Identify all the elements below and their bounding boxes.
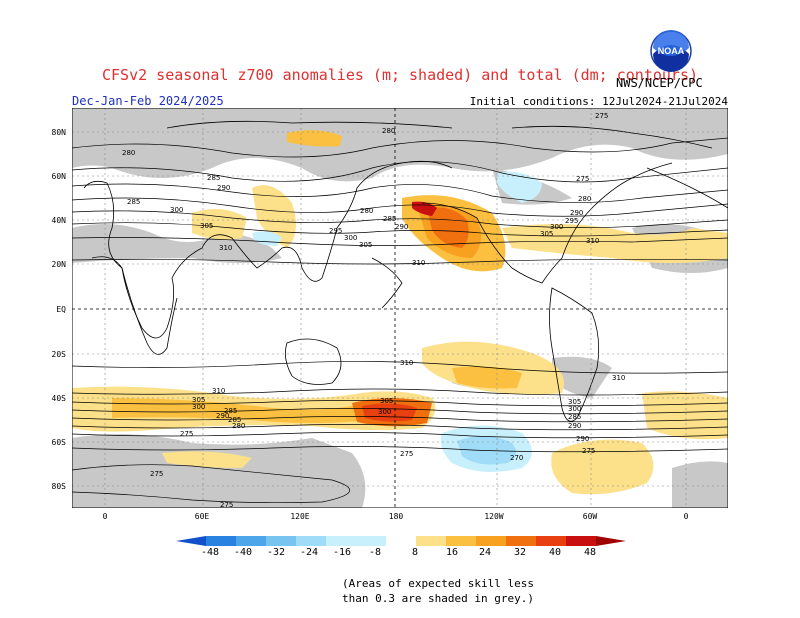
contour-label: 305: [380, 397, 393, 405]
colorbar-tick: 24: [478, 547, 492, 558]
contour-label: 275: [180, 430, 193, 438]
colorbar-tick: 40: [548, 547, 562, 558]
contour-label: 280: [122, 149, 135, 157]
colorbar-tick: -48: [200, 547, 220, 558]
agency-label: NWS/NCEP/CPC: [616, 76, 703, 90]
lon-label: 60E: [194, 512, 210, 521]
coastlines: [83, 120, 728, 422]
skill-note: (Areas of expected skill less than 0.3 a…: [0, 576, 800, 606]
contour-label: 275: [400, 450, 413, 458]
initial-conditions-label: Initial conditions: 12Jul2024-21Jul2024: [469, 95, 728, 108]
graticule: [72, 108, 728, 508]
equator-dateline: [72, 108, 728, 508]
lat-label: 60N: [51, 172, 66, 181]
contour-label: 290: [216, 412, 229, 420]
season-label: Dec-Jan-Feb 2024/2025: [72, 94, 224, 108]
contour-label: 300: [378, 408, 391, 416]
contour-label: 285: [568, 413, 581, 421]
contour-label: 310: [212, 387, 225, 395]
contour-label: 300: [550, 223, 563, 231]
noaa-logo: NOAA: [650, 30, 692, 72]
contour-label: 310: [219, 244, 232, 252]
colorbar-tick: -8: [368, 547, 382, 558]
contour-label: 280: [382, 127, 395, 135]
skill-note-line2: than 0.3 are shaded in grey.): [341, 592, 535, 605]
lon-label: 120E: [290, 512, 310, 521]
contour-labels: 280 285 290 285 300 305 310 295 300 305 …: [122, 112, 625, 508]
lon-label: 0: [102, 512, 108, 521]
contour-label: 295: [565, 217, 578, 225]
contour-label: 280: [232, 422, 245, 430]
contour-label: 305: [200, 222, 213, 230]
lat-label: 40S: [51, 394, 66, 403]
contour-label: 300: [170, 206, 183, 214]
contour-label: 290: [568, 422, 581, 430]
contour-label: 310: [412, 259, 425, 267]
colorbar: [176, 536, 626, 546]
colorbar-neg-arrow: [176, 536, 206, 546]
contour-label: 285: [127, 198, 140, 206]
contour-label: 295: [329, 227, 342, 235]
lat-label: 60S: [51, 438, 66, 447]
colorbar-tick: 48: [583, 547, 597, 558]
colorbar-tick: 16: [445, 547, 459, 558]
noaa-logo-text: NOAA: [658, 46, 685, 56]
height-contours: [72, 137, 728, 504]
contour-label: 275: [220, 501, 233, 508]
contour-label: 285: [207, 174, 220, 182]
contour-label: 290: [217, 184, 230, 192]
contour-label: 300: [344, 234, 357, 242]
colorbar-tick: 8: [411, 547, 419, 558]
colorbar-tick: -40: [233, 547, 253, 558]
contour-label: 275: [582, 447, 595, 455]
lat-label: 20S: [51, 350, 66, 359]
lon-label: 180: [388, 512, 404, 521]
chart-title: CFSv2 seasonal z700 anomalies (m; shaded…: [101, 66, 699, 84]
lat-label: 20N: [51, 260, 66, 269]
contour-label: 290: [576, 435, 589, 443]
colorbar-tick: -32: [266, 547, 286, 558]
lat-label: 40N: [51, 216, 66, 225]
contour-label: 305: [540, 230, 553, 238]
contour-label: 290: [570, 209, 583, 217]
contour-label: 305: [359, 241, 372, 249]
contour-label: 285: [224, 407, 237, 415]
contour-label: 300: [192, 403, 205, 411]
contour-label: 305: [192, 396, 205, 404]
contour-label: 280: [360, 207, 373, 215]
colorbar-tick: 32: [513, 547, 527, 558]
lon-label: 120W: [484, 512, 504, 521]
contour-label: 290: [395, 223, 408, 231]
contour-label: 275: [150, 470, 163, 478]
colorbar-tick: -24: [299, 547, 319, 558]
lat-label: EQ: [56, 305, 66, 314]
contour-label: 275: [576, 175, 589, 183]
contour-label: 300: [568, 405, 581, 413]
contour-label: 305: [568, 398, 581, 406]
contour-label: 270: [510, 454, 523, 462]
lon-label: 60W: [582, 512, 598, 521]
lon-label: 0: [683, 512, 689, 521]
contour-label: 285: [228, 416, 241, 424]
contour-label: 310: [400, 359, 413, 367]
contour-label: 310: [586, 237, 599, 245]
contour-label: 310: [612, 374, 625, 382]
skill-note-line1: (Areas of expected skill less: [341, 577, 535, 590]
lat-label: 80S: [51, 482, 66, 491]
contour-label: 285: [383, 215, 396, 223]
contour-label: 280: [578, 195, 591, 203]
contour-label: 275: [595, 112, 608, 120]
colorbar-tick: -16: [332, 547, 352, 558]
colorbar-pos-arrow: [596, 536, 626, 546]
lat-label: 80N: [51, 128, 66, 137]
anomaly-map: 280 285 290 285 300 305 310 295 300 305 …: [72, 108, 728, 508]
positive-anomalies: [72, 130, 728, 495]
